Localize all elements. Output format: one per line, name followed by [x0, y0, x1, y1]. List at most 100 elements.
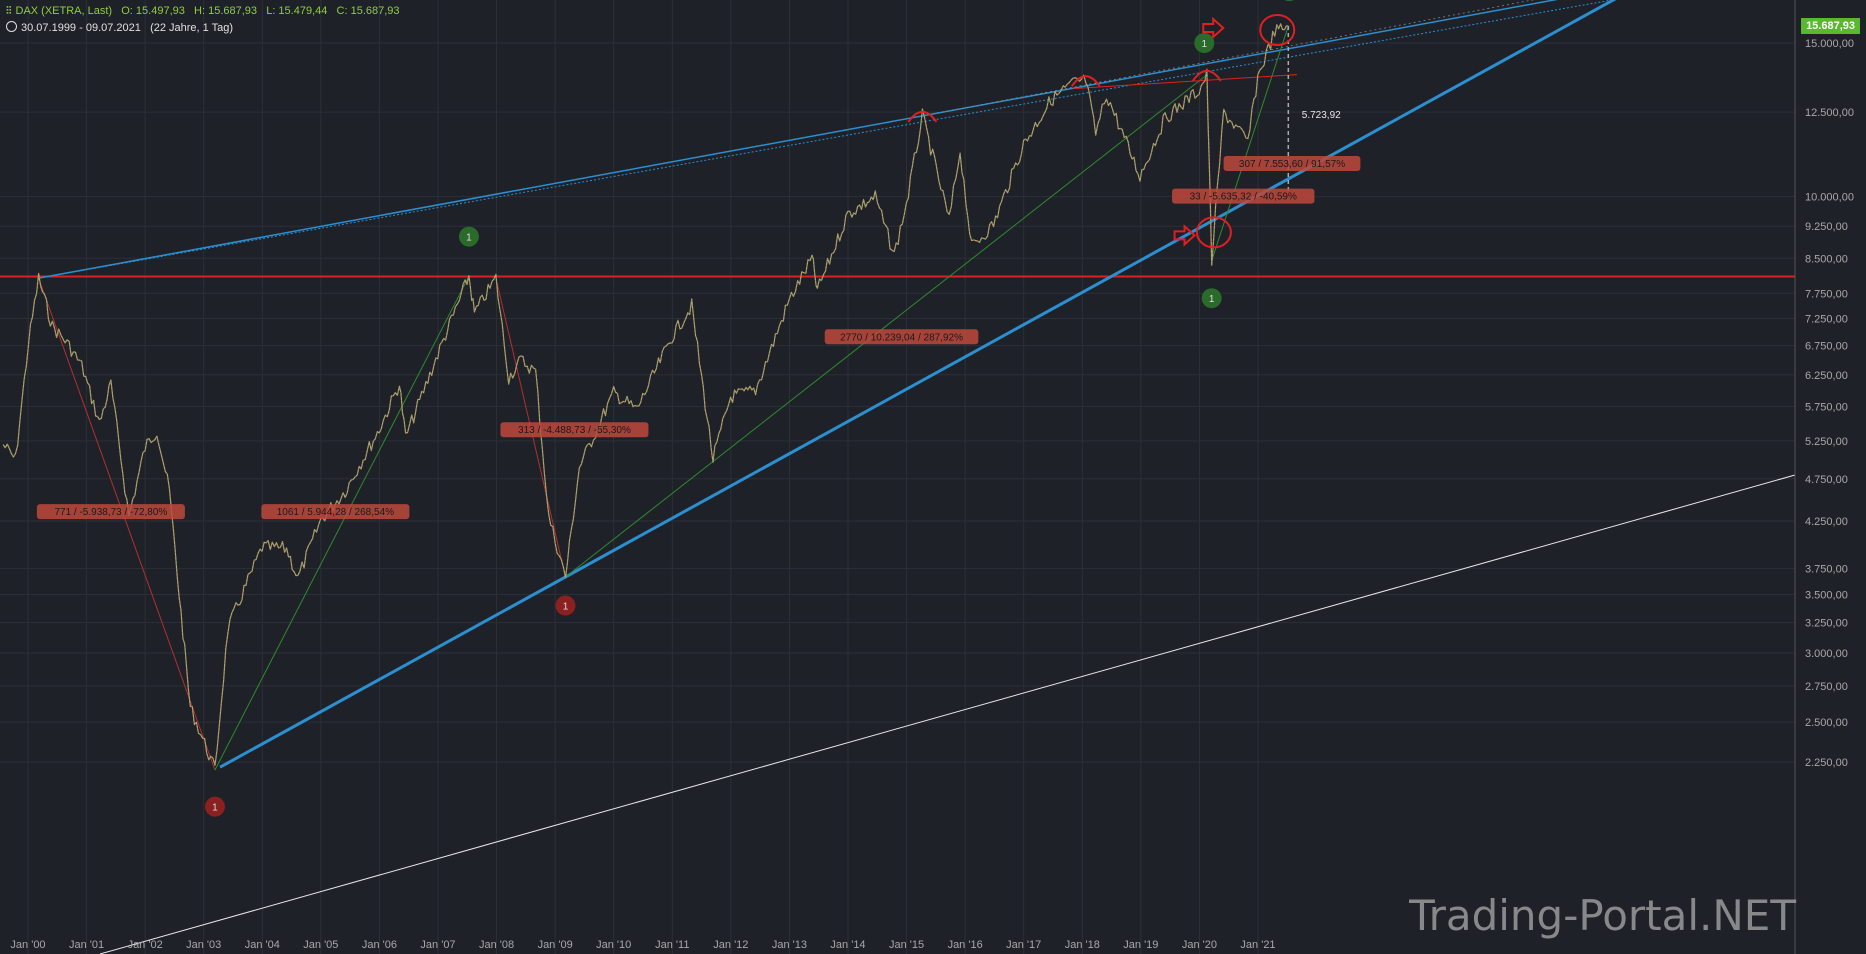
x-tick-label: Jan '16 — [948, 939, 983, 951]
x-tick-label: Jan '18 — [1065, 939, 1100, 951]
annotation-label: 2770 / 10.239,04 / 287,92% — [840, 332, 963, 343]
x-tick-label: Jan '15 — [889, 939, 924, 951]
x-tick-label: Jan '00 — [10, 939, 45, 951]
annotation-label: 33 / -5.635,32 / -40,59% — [1190, 192, 1297, 203]
marker-label: 1 — [563, 602, 569, 613]
marker-circle — [458, 226, 479, 247]
annotation-label: 313 / -4.488,73 / -55,30% — [518, 425, 631, 436]
x-tick-label: Jan '03 — [186, 939, 221, 951]
bars-icon: ⫶⫶ — [6, 5, 12, 17]
instrument-name: DAX (XETRA, Last) — [15, 5, 113, 17]
marker-circle — [1201, 288, 1222, 309]
x-tick-label: Jan '09 — [538, 939, 573, 951]
period: (22 Jahre, 1 Tag) — [150, 22, 234, 34]
annotation-label-bg — [36, 504, 185, 520]
lower-white-line — [99, 474, 1796, 954]
markers: 111111 — [204, 0, 1294, 817]
x-axis: Jan '00 Jan '01 Jan '02 Jan '03 Jan '04 Jan '… — [10, 939, 1275, 951]
y-tick-label: 4.250,00 — [1805, 516, 1848, 528]
y-axis-panel — [1795, 0, 1866, 954]
x-tick-label: Jan '10 — [596, 939, 631, 951]
annotation-label-bg — [824, 329, 979, 345]
open-value: O: 15.497,93 — [121, 5, 185, 17]
top-circle-2021 — [1259, 14, 1296, 46]
decline-leg-2000-2003 — [38, 278, 216, 771]
y-tick-label: 3.750,00 — [1805, 563, 1848, 575]
y-tick-label: 6.750,00 — [1805, 341, 1848, 353]
y-tick-label: 7.250,00 — [1805, 314, 1848, 326]
top-arc-2018 — [1070, 75, 1101, 87]
y-tick-label: 2.500,00 — [1805, 717, 1848, 729]
y-tick-label: 10.000,00 — [1805, 192, 1854, 204]
upper-channel-dotted — [38, 0, 1615, 279]
y-tick-label: 5.250,00 — [1805, 436, 1848, 448]
marker-label: 1 — [466, 233, 472, 244]
y-tick-label: 2.750,00 — [1805, 681, 1848, 693]
y-tick-label: 7.750,00 — [1805, 288, 1848, 300]
x-tick-label: Jan '19 — [1123, 939, 1158, 951]
y-tick-label: 5.750,00 — [1805, 401, 1848, 413]
annotation-label-bg — [261, 504, 410, 520]
marker-label: 1 — [1202, 39, 1208, 50]
upper-channel-line — [38, 0, 1558, 279]
rise-leg-2009-2020 — [565, 74, 1208, 578]
x-tick-label: Jan '11 — [655, 939, 689, 951]
price-line-green-overlay — [2, 22, 1289, 766]
last-price-badge: 15.687,93 — [1801, 18, 1860, 34]
price-series — [2, 22, 1289, 766]
x-tick-label: Jan '02 — [128, 939, 163, 951]
support-channel-line — [219, 0, 1617, 769]
x-tick-label: Jan '01 — [69, 939, 104, 951]
low-value: L: 15.479,44 — [266, 5, 328, 17]
y-tick-label: 15.000,00 — [1805, 38, 1854, 50]
annotation-labels: 771 / -5.938,73 / -72,80% 1061 / 5.944,28… — [36, 110, 1361, 520]
high-value: H: 15.687,93 — [194, 5, 258, 17]
x-tick-label: Jan '21 — [1240, 939, 1275, 951]
arrow-top-icon — [1202, 16, 1225, 40]
x-tick-label: Jan '17 — [1006, 939, 1041, 951]
range-header: 30.07.1999 - 09.07.2021 (22 Jahre, 1 Tag… — [6, 21, 233, 34]
watermark: Trading-Portal.NET — [1409, 891, 1796, 940]
y-tick-label: 3.000,00 — [1805, 648, 1848, 660]
top-arc-2015 — [907, 110, 938, 123]
marker-circle — [1284, 0, 1294, 2]
x-tick-label: Jan '14 — [830, 939, 865, 951]
y-tick-label: 6.250,00 — [1805, 370, 1848, 382]
measure-label: 5.723,92 — [1302, 110, 1341, 121]
x-tick-label: Jan '08 — [479, 939, 514, 951]
instrument-header: ⫶⫶ DAX (XETRA, Last) O: 15.497,93 H: 15.6… — [6, 5, 400, 18]
y-tick-label: 3.250,00 — [1805, 618, 1848, 630]
marker-circle — [1194, 32, 1215, 53]
marker-label: 1 — [1209, 294, 1215, 305]
x-tick-label: Jan '06 — [362, 939, 397, 951]
clock-icon — [6, 21, 17, 32]
y-tick-label: 8.500,00 — [1805, 253, 1848, 265]
y-tick-label: 2.250,00 — [1805, 757, 1848, 769]
date-range: 30.07.1999 - 09.07.2021 — [21, 22, 141, 34]
x-tick-label: Jan '20 — [1182, 939, 1217, 951]
annotation-label: 1061 / 5.944,28 / 268,54% — [277, 507, 394, 518]
annotation-label-bg — [1223, 156, 1361, 172]
x-tick-label: Jan '13 — [772, 939, 807, 951]
x-tick-label: Jan '04 — [245, 939, 280, 951]
x-tick-label: Jan '12 — [713, 939, 748, 951]
annotation-label: 307 / 7.553,60 / 91,57% — [1239, 159, 1345, 170]
annotation-label: 771 / -5.938,73 / -72,80% — [54, 507, 167, 518]
marker-circle — [204, 796, 225, 817]
y-tick-label: 4.750,00 — [1805, 474, 1848, 486]
arrow-low-icon — [1173, 224, 1197, 247]
marker-circle — [555, 595, 576, 616]
annotation-label-bg — [1172, 188, 1315, 204]
close-value: C: 15.687,93 — [336, 5, 400, 17]
low-circle-2020 — [1195, 216, 1232, 249]
y-tick-label: 12.500,00 — [1805, 107, 1854, 119]
y-axis: 2.250,00 2.500,00 2.750,00 3.000,00 3.250,00… — [1794, 0, 1866, 954]
rise-leg-2003-2007 — [214, 276, 470, 771]
annotation-marks — [907, 14, 1296, 249]
marker-label: 1 — [212, 803, 218, 814]
top-arc-2020 — [1192, 69, 1222, 82]
annotation-label-bg — [500, 422, 649, 438]
x-tick-label: Jan '07 — [420, 939, 455, 951]
grid — [0, 0, 1795, 954]
